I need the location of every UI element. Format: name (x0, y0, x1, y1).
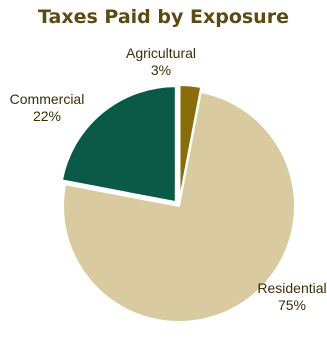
slice-label-agricultural: Agricultural (126, 45, 196, 61)
chart-title: Taxes Paid by Exposure (38, 6, 289, 28)
slice-label-residential: Residential (257, 280, 326, 296)
pie-slice-residential (62, 90, 296, 323)
slice-value-agricultural: 3% (151, 62, 171, 78)
pie-slice-commercial (60, 85, 177, 204)
slice-label-commercial: Commercial (10, 91, 85, 107)
slice-value-commercial: 22% (33, 108, 61, 124)
slice-value-residential: 75% (278, 297, 306, 313)
pie-slices (60, 84, 296, 323)
